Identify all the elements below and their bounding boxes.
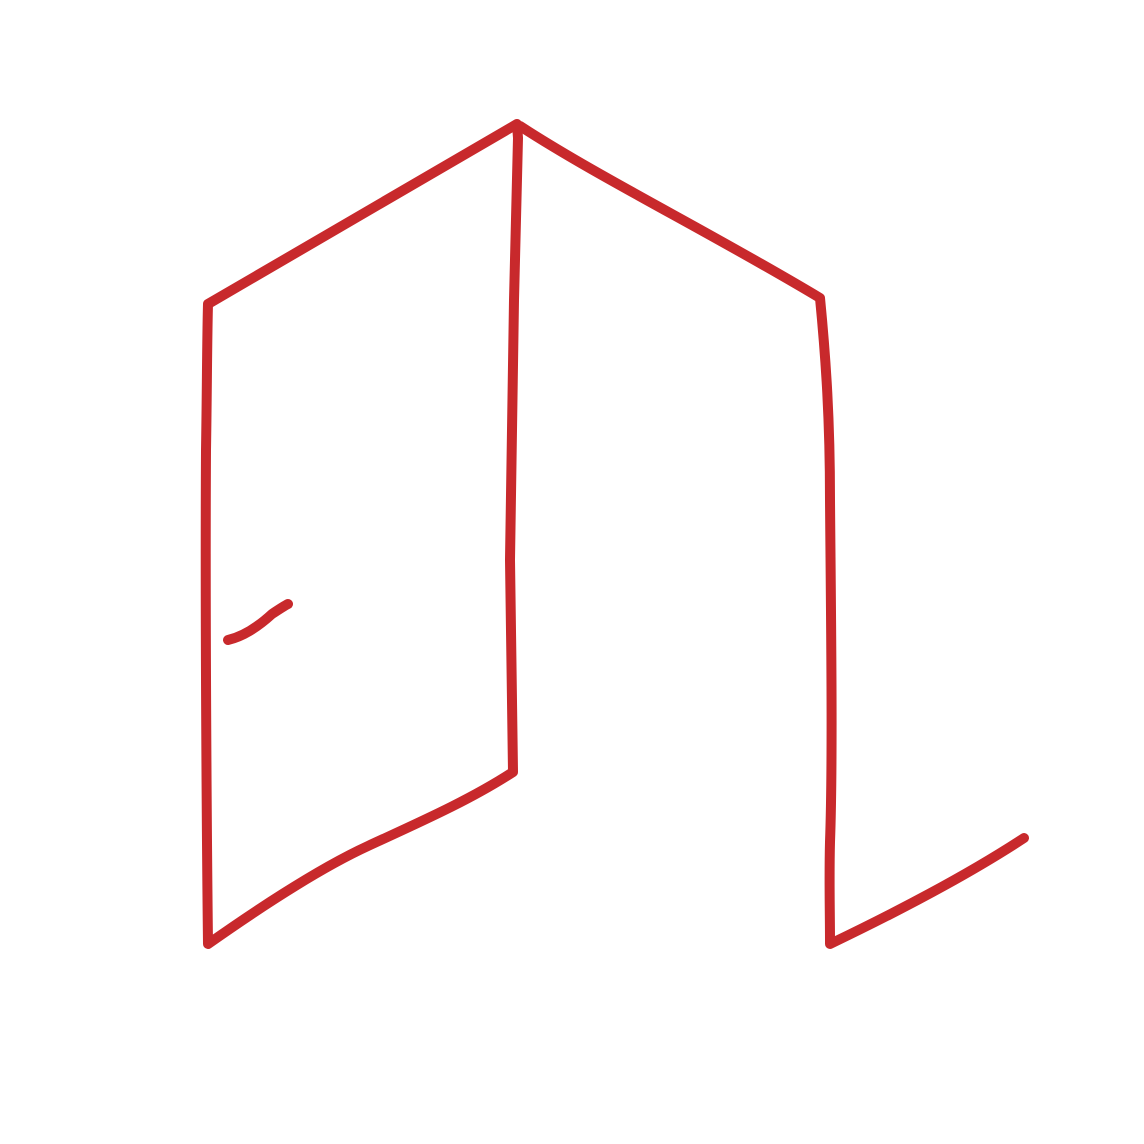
door-leaf: [200, 119, 523, 949]
door-frame: [515, 121, 1029, 949]
door-handle: [223, 599, 293, 645]
